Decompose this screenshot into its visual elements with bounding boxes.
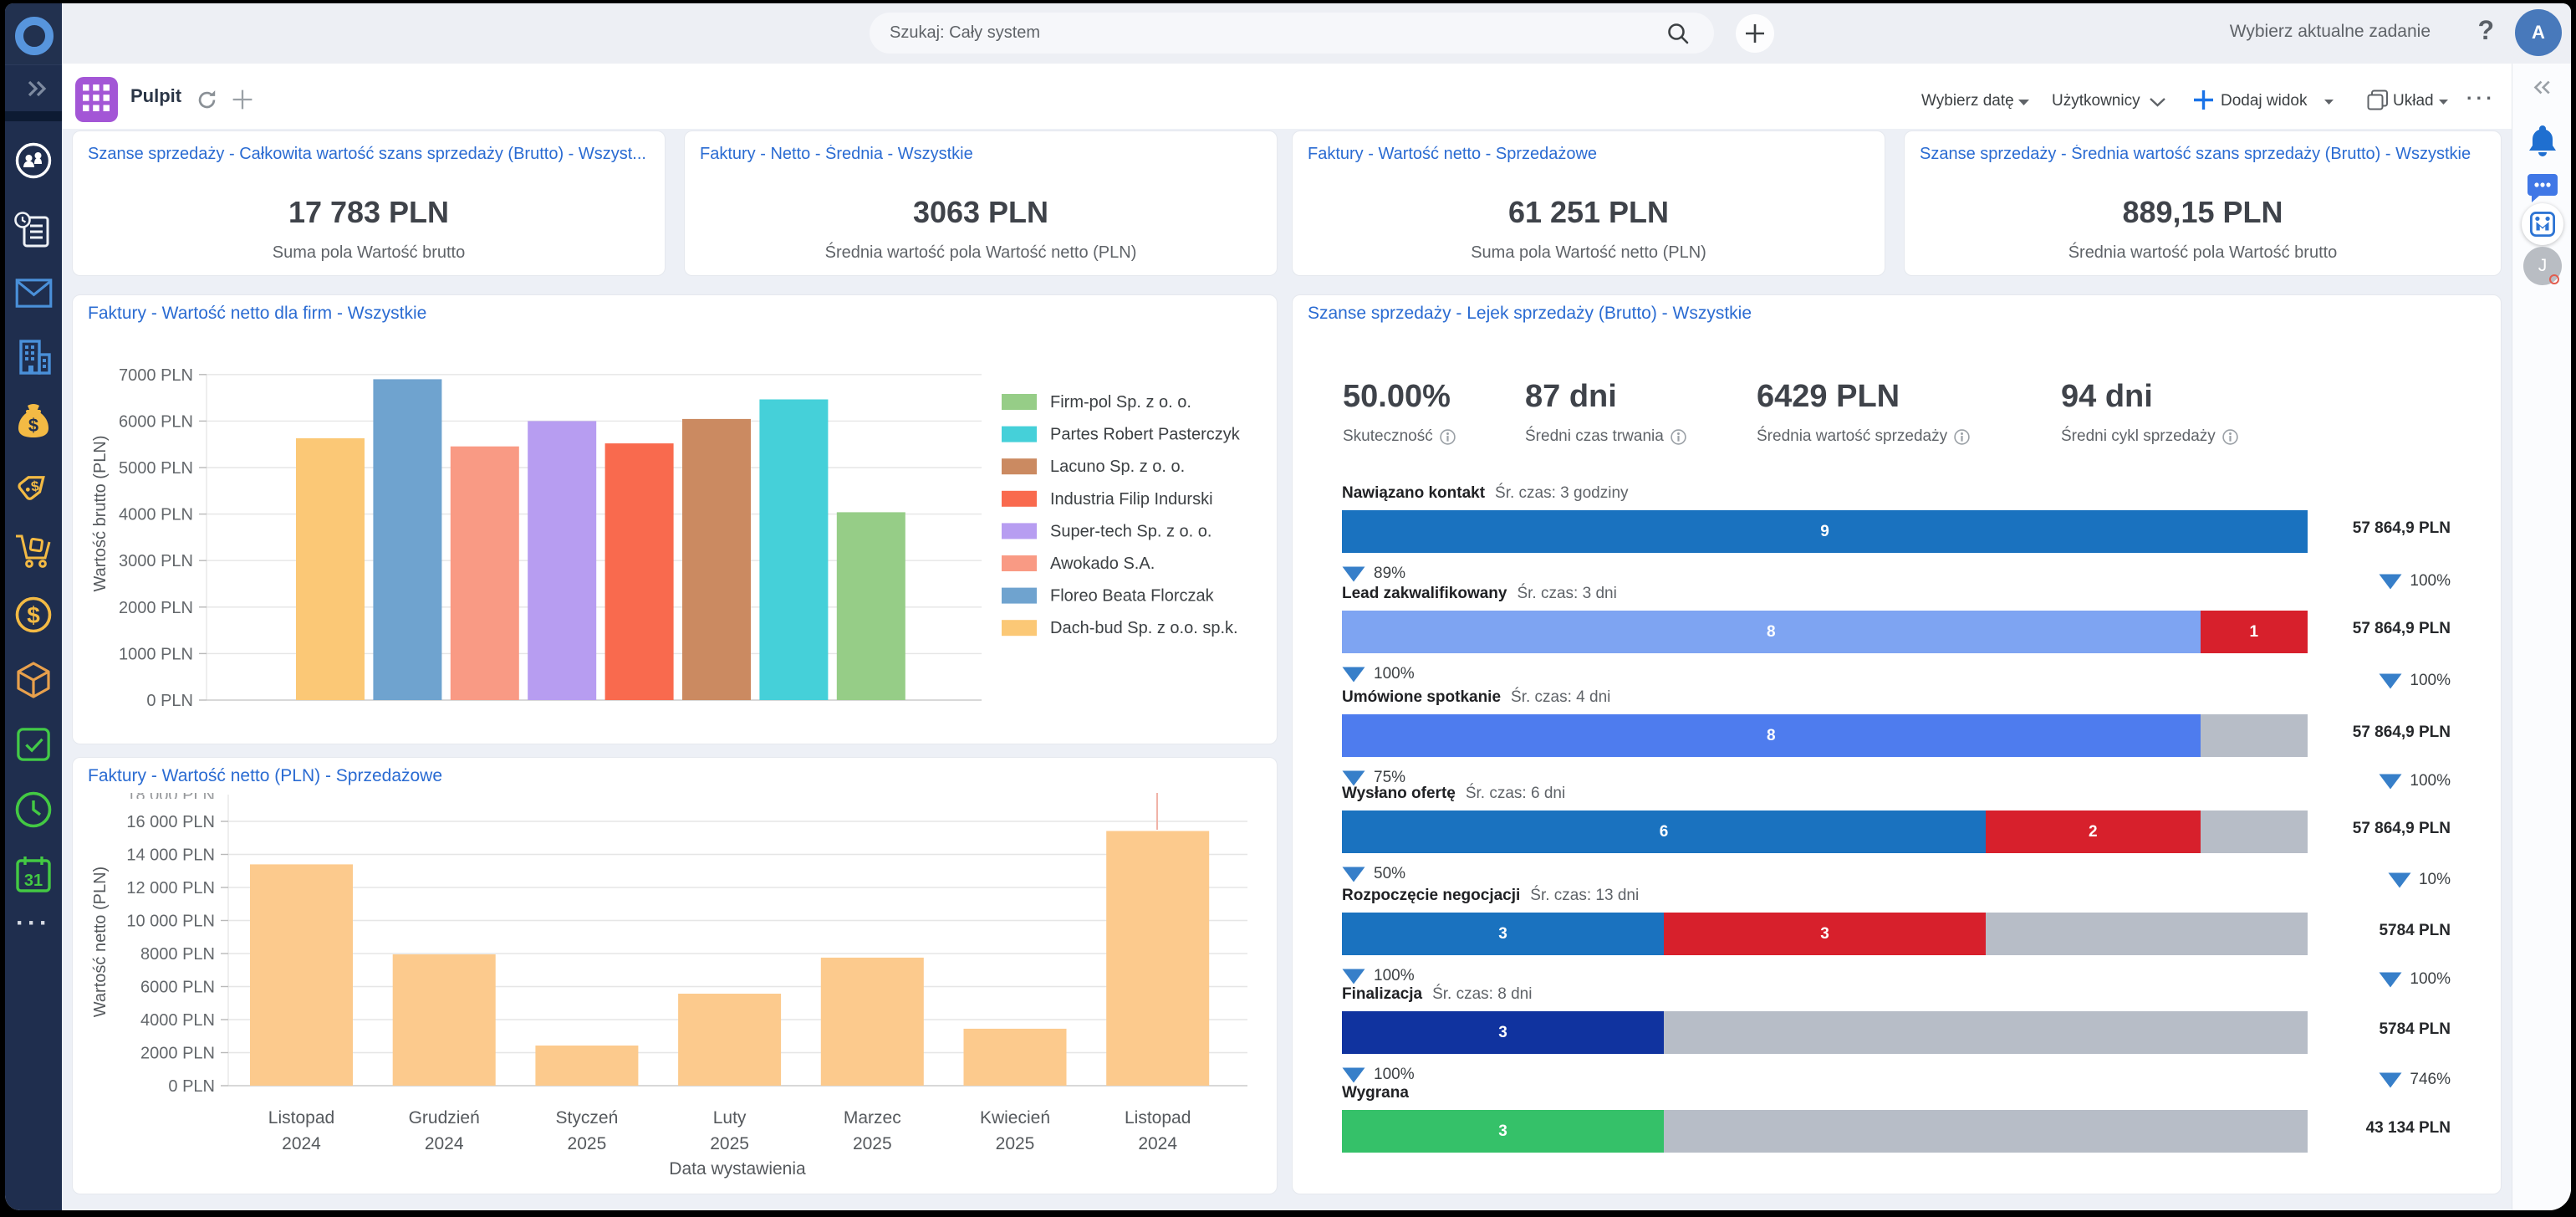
svg-text:Styczeń: Styczeń <box>556 1108 619 1128</box>
svg-text:Lacuno Sp. z o. o.: Lacuno Sp. z o. o. <box>1050 458 1185 476</box>
svg-text:Luty: Luty <box>713 1108 747 1128</box>
svg-text:2000 PLN: 2000 PLN <box>140 1045 215 1063</box>
svg-text:7000 PLN: 7000 PLN <box>119 366 193 385</box>
svg-text:$: $ <box>30 478 41 494</box>
svg-text:18 000 PLN: 18 000 PLN <box>126 786 215 805</box>
svg-text:Floreo Beata Florczak: Floreo Beata Florczak <box>1050 587 1215 606</box>
svg-text:0 PLN: 0 PLN <box>168 1077 215 1096</box>
svg-text:Kwiecień: Kwiecień <box>980 1108 1050 1128</box>
svg-text:1000 PLN: 1000 PLN <box>119 645 193 663</box>
svg-text:Marzec: Marzec <box>844 1108 901 1128</box>
svg-text:12 000 PLN: 12 000 PLN <box>126 879 215 897</box>
svg-text:Listopad: Listopad <box>1125 1108 1191 1128</box>
svg-text:Wartość brutto (PLN): Wartość brutto (PLN) <box>91 435 110 591</box>
svg-text:2000 PLN: 2000 PLN <box>119 599 193 617</box>
svg-text:4000 PLN: 4000 PLN <box>140 1011 215 1030</box>
svg-text:31: 31 <box>24 872 43 890</box>
svg-text:Industria Filip Indurski: Industria Filip Indurski <box>1050 490 1213 509</box>
svg-text:Data wystawienia: Data wystawienia <box>669 1159 806 1179</box>
svg-text:2025: 2025 <box>853 1134 892 1153</box>
svg-text:$: $ <box>28 415 38 436</box>
svg-text:5000 PLN: 5000 PLN <box>119 459 193 478</box>
svg-text:2025: 2025 <box>710 1134 749 1153</box>
svg-text:Partes Robert Pasterczyk: Partes Robert Pasterczyk <box>1050 426 1241 444</box>
svg-text:0 PLN: 0 PLN <box>146 692 193 710</box>
svg-text:Firm-pol Sp. z o. o.: Firm-pol Sp. z o. o. <box>1050 393 1191 412</box>
svg-text:2024: 2024 <box>282 1134 321 1153</box>
svg-text:14 000 PLN: 14 000 PLN <box>126 846 215 865</box>
svg-text:Wartość netto (PLN): Wartość netto (PLN) <box>91 867 110 1017</box>
svg-text:16 000 PLN: 16 000 PLN <box>126 813 215 831</box>
svg-text:2024: 2024 <box>1138 1134 1177 1153</box>
svg-text:6000 PLN: 6000 PLN <box>140 979 215 997</box>
svg-text:2025: 2025 <box>996 1134 1035 1153</box>
svg-text:$: $ <box>27 602 40 628</box>
svg-text:Awokado S.A.: Awokado S.A. <box>1050 555 1155 573</box>
svg-text:8000 PLN: 8000 PLN <box>140 945 215 964</box>
svg-text:10 000 PLN: 10 000 PLN <box>126 913 215 931</box>
svg-text:4000 PLN: 4000 PLN <box>119 506 193 524</box>
svg-text:Super-tech Sp. z o. o.: Super-tech Sp. z o. o. <box>1050 522 1211 540</box>
svg-text:Dach-bud Sp. z o.o. sp.k.: Dach-bud Sp. z o.o. sp.k. <box>1050 619 1238 637</box>
svg-text:2024: 2024 <box>425 1134 464 1153</box>
svg-text:Listopad: Listopad <box>268 1108 334 1128</box>
svg-text:3000 PLN: 3000 PLN <box>119 552 193 570</box>
svg-text:2025: 2025 <box>568 1134 607 1153</box>
svg-text:Grudzień: Grudzień <box>409 1108 480 1128</box>
svg-text:6000 PLN: 6000 PLN <box>119 412 193 431</box>
